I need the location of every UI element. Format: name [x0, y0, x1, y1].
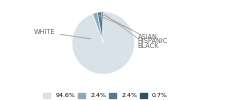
Text: HISPANIC: HISPANIC — [102, 14, 168, 44]
Text: WHITE: WHITE — [33, 29, 91, 39]
Text: ASIAN: ASIAN — [98, 15, 157, 40]
Wedge shape — [97, 12, 103, 43]
Wedge shape — [102, 12, 103, 43]
Legend: 94.6%, 2.4%, 2.4%, 0.7%: 94.6%, 2.4%, 2.4%, 0.7% — [43, 92, 168, 99]
Wedge shape — [93, 12, 103, 43]
Wedge shape — [72, 12, 134, 74]
Text: BLACK: BLACK — [105, 14, 159, 49]
